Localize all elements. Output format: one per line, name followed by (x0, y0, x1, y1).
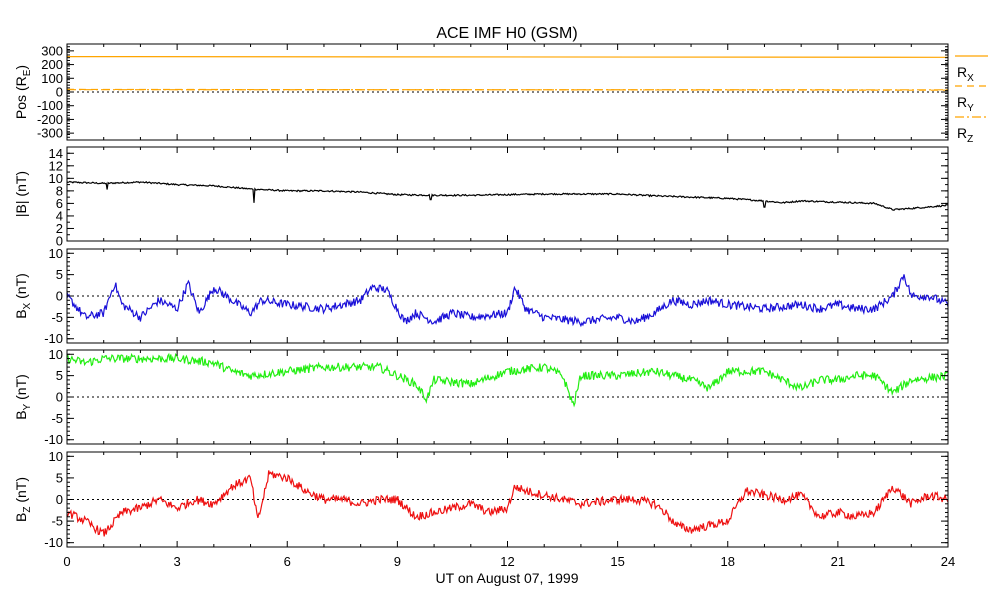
y-tick-label-btot: 12 (49, 158, 63, 173)
y-tick-label-pos: 300 (41, 43, 63, 58)
y-tick-label-by: 5 (56, 368, 63, 383)
x-tick-label: 21 (831, 554, 845, 569)
x-tick-label: 0 (63, 554, 70, 569)
y-tick-label-btot: 6 (56, 196, 63, 211)
y-tick-label-bx: 0 (56, 289, 63, 304)
y-tick-label-btot: 14 (49, 146, 63, 161)
y-tick-label-by: 10 (49, 347, 63, 362)
x-tick-label: 9 (394, 554, 401, 569)
y-tick-label-bz: 0 (56, 492, 63, 507)
y-tick-label-bx: -5 (51, 310, 63, 325)
x-tick-label: 18 (721, 554, 735, 569)
x-tick-label: 3 (174, 554, 181, 569)
y-tick-label-bx: 10 (49, 246, 63, 261)
series-line-bz (67, 470, 948, 537)
x-axis-label: UT on August 07, 1999 (436, 570, 579, 586)
y-tick-label-bz: -10 (44, 535, 63, 550)
y-tick-label-bx: -10 (44, 331, 63, 346)
y-tick-label-bz: -5 (51, 514, 63, 529)
y-axis-label-btot: |B| (nT) (13, 171, 29, 217)
y-tick-label-pos: 100 (41, 71, 63, 86)
x-tick-label: 6 (284, 554, 291, 569)
y-axis-label-bz: BZ (nT) (13, 477, 33, 522)
panel-by: 10 5 0 -5 -10 BY (nT) (13, 347, 949, 447)
x-tick-label: 12 (500, 554, 514, 569)
chart-title: ACE IMF H0 (GSM) (436, 25, 577, 42)
y-tick-label-bx: 5 (56, 267, 63, 282)
y-tick-label-pos: -100 (37, 98, 63, 113)
y-tick-label-pos: -300 (37, 126, 63, 141)
y-tick-label-btot: 4 (56, 208, 63, 223)
series-line-rx (67, 55, 948, 58)
y-tick-label-btot: 8 (56, 183, 63, 198)
y-tick-label-btot: 2 (56, 221, 63, 236)
y-tick-label-bz: 5 (56, 470, 63, 485)
y-axis-label-by: BY (nT) (13, 374, 33, 420)
y-tick-label-by: -10 (44, 432, 63, 447)
y-tick-label-pos: 0 (56, 85, 63, 100)
y-axis-label-pos: Pos (RE) (13, 65, 33, 119)
series-line-by (67, 352, 948, 408)
y-tick-label-bz: 10 (49, 449, 63, 464)
series-line-b (67, 180, 948, 211)
legend-label-rx: RX (957, 64, 974, 84)
y-axis-label-bx: BX (nT) (13, 273, 33, 319)
legend-label-rz: RZ (957, 125, 973, 145)
y-tick-label-btot: 0 (56, 234, 63, 249)
y-tick-label-by: 0 (56, 390, 63, 405)
legend: RX RY RZ (955, 55, 988, 145)
y-tick-label-by: -5 (51, 411, 63, 426)
panel-bz: 10 5 0 -5 -10 BZ (nT) (13, 449, 949, 550)
panel-bx: 10 5 0 -5 -10 BX (nT) (13, 246, 949, 346)
x-tick-label: 24 (941, 554, 955, 569)
legend-label-ry: RY (957, 94, 974, 114)
panel-frame-btot (66, 146, 949, 242)
y-tick-label-btot: 10 (49, 171, 63, 186)
y-tick-label-pos: 200 (41, 57, 63, 72)
x-tick-label: 15 (610, 554, 624, 569)
x-axis: 0 3 6 9 12 15 18 21 24 (63, 554, 955, 569)
series-line-bx (67, 274, 948, 328)
y-tick-label-pos: -200 (37, 112, 63, 127)
